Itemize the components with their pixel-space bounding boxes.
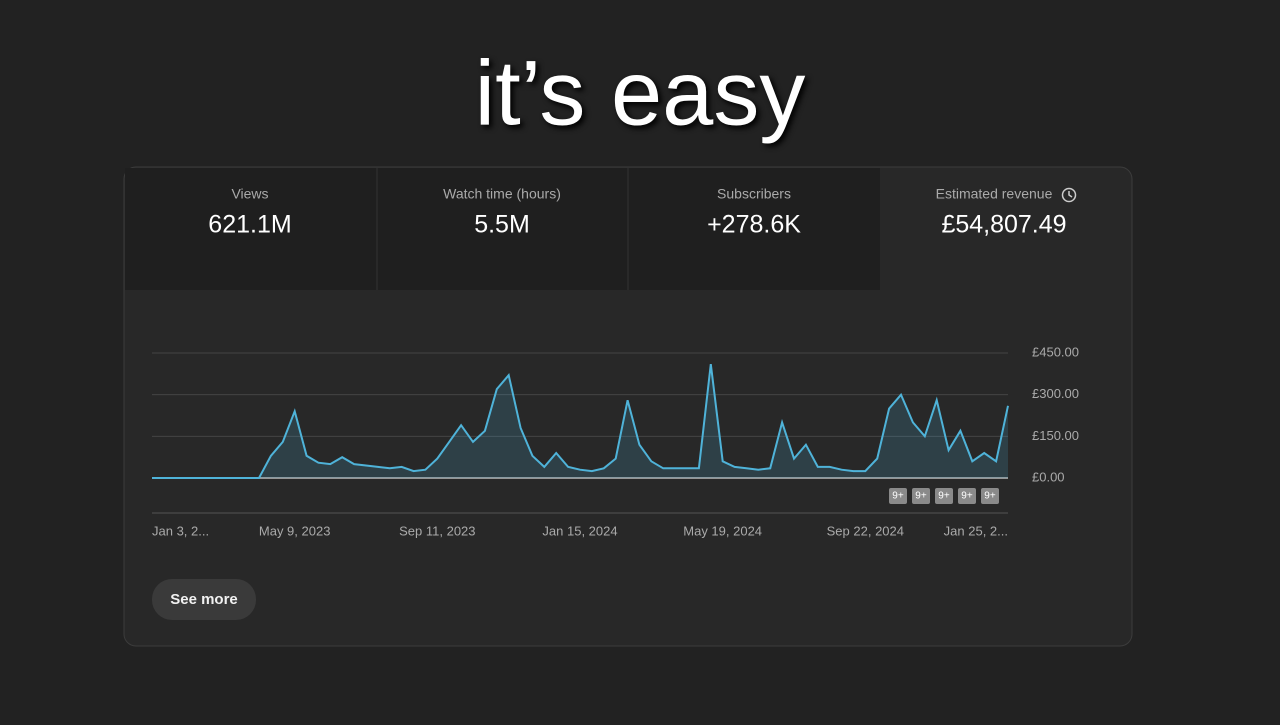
badge-label: 9+ <box>892 491 904 502</box>
tab[interactable] <box>628 168 880 290</box>
x-tick-label: Jan 3, 2... <box>152 523 209 538</box>
clock-icon[interactable] <box>1061 187 1077 203</box>
badge[interactable] <box>889 488 907 504</box>
y-tick-label: £0.00 <box>1032 469 1065 484</box>
badge[interactable] <box>981 488 999 504</box>
clock-hands <box>1068 191 1073 198</box>
tab[interactable] <box>125 168 377 290</box>
metric-label: Estimated revenue <box>936 186 1053 202</box>
metric-value: £54,807.49 <box>941 211 1066 239</box>
area <box>152 364 1008 478</box>
metric-value: 621.1M <box>208 211 291 239</box>
badge[interactable] <box>935 488 953 504</box>
badge[interactable] <box>958 488 976 504</box>
badge-label: 9+ <box>961 491 973 502</box>
metric-value: 5.5M <box>474 211 530 239</box>
metric-label: Subscribers <box>717 186 791 202</box>
y-tick-label: £300.00 <box>1032 386 1079 401</box>
metric-label: Views <box>231 186 268 202</box>
x-tick-label: Sep 11, 2023 <box>399 523 475 538</box>
line <box>152 363 1009 479</box>
badge[interactable] <box>912 488 930 504</box>
x-tick-label: Jan 15, 2024 <box>542 523 617 538</box>
metric-value: +278.6K <box>707 211 801 239</box>
badge-label: 9+ <box>915 491 927 502</box>
button-label[interactable]: See more <box>170 591 238 608</box>
y-tick-label: £450.00 <box>1032 344 1079 359</box>
caption: it’s easy <box>475 42 806 144</box>
y-tick-label: £150.00 <box>1032 428 1079 443</box>
badge-label: 9+ <box>984 491 996 502</box>
metric-label: Watch time (hours) <box>443 186 561 202</box>
x-tick-label: May 19, 2024 <box>683 523 762 538</box>
x-tick-label: May 9, 2023 <box>259 523 331 538</box>
tab[interactable] <box>377 168 628 290</box>
see-more-button[interactable] <box>152 579 256 620</box>
x-tick-label: Sep 22, 2024 <box>827 523 904 538</box>
x-tick-label: Jan 25, 2... <box>944 523 1008 538</box>
badge-label: 9+ <box>938 491 950 502</box>
